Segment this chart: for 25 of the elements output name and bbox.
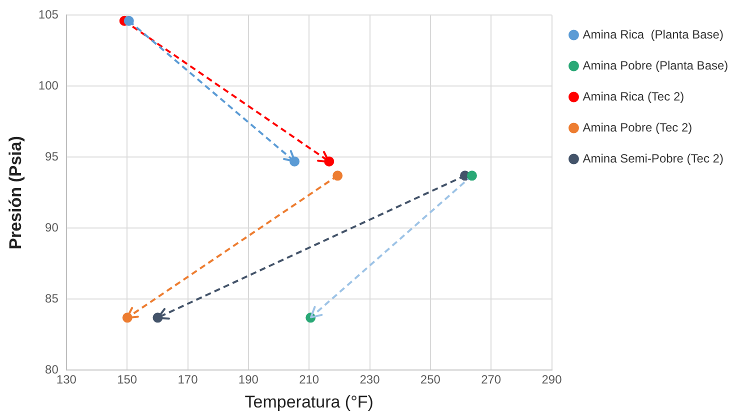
y-axis-title: Presión (Psia) [6, 136, 25, 250]
x-tick-label: 250 [420, 372, 441, 387]
point [124, 16, 134, 26]
x-tick-label: 150 [117, 372, 138, 387]
x-tick-label: 170 [178, 372, 198, 387]
point [466, 170, 477, 181]
y-tick-label: 95 [45, 150, 59, 164]
x-tick-label: 210 [299, 372, 320, 387]
point [332, 170, 343, 181]
x-tick-label: 190 [238, 372, 259, 387]
x-tick-label: 230 [360, 372, 380, 387]
y-tick-label: 100 [38, 78, 59, 93]
legend-label: Amina Pobre (Tec 2) [582, 120, 692, 134]
y-tick-label: 90 [45, 220, 59, 235]
x-tick-label: 270 [481, 372, 502, 387]
y-tick-label: 85 [45, 292, 59, 306]
legend-label: Amina Rica (Tec 2) [582, 89, 684, 104]
x-tick-label: 130 [56, 372, 77, 387]
legend-label: Amina Semi-Pobre (Tec 2) [582, 151, 724, 166]
legend-label: Amina Pobre (Planta Base) [582, 58, 728, 72]
y-tick-label: 105 [38, 8, 59, 22]
legend-label: Amina Rica (Planta Base) [582, 27, 724, 42]
y-tick-label: 80 [45, 362, 59, 377]
x-axis-title: Temperatura (°F) [244, 392, 374, 412]
x-tick-label: 290 [542, 372, 562, 387]
